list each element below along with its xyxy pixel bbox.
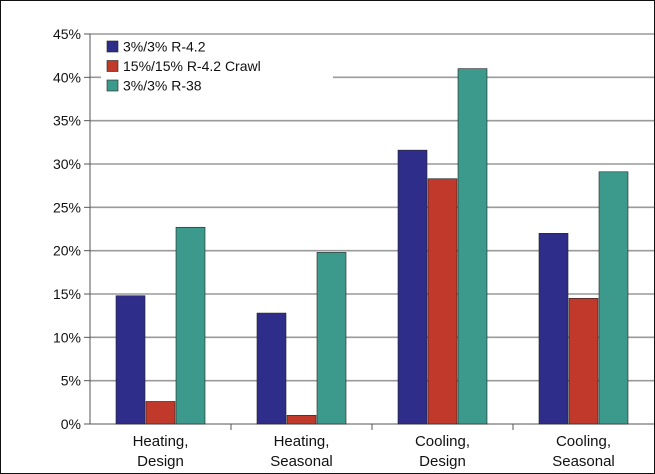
y-tick-label: 15% <box>53 286 81 302</box>
legend-label: 15%/15% R-4.2 Crawl <box>123 58 261 74</box>
y-tick-label: 10% <box>53 329 81 345</box>
axis-labels: 0% 5% 10% 15% 20% 25% 30% 35% 40% 45% Heating, Desi… <box>53 26 615 470</box>
y-tick-label: 5% <box>61 373 81 389</box>
x-tick-label: Seasonal <box>552 453 615 470</box>
x-tick-label: Design <box>137 453 184 470</box>
x-tick-label: Cooling, <box>556 433 611 450</box>
x-tick-label: Cooling, <box>415 433 470 450</box>
y-tick-label: 0% <box>61 416 81 432</box>
y-tick-label: 30% <box>53 156 81 172</box>
y-tick-label: 20% <box>53 243 81 259</box>
x-tick-label: Design <box>419 453 466 470</box>
bar <box>286 415 317 425</box>
y-tick-label: 40% <box>53 69 81 85</box>
bar <box>115 295 146 425</box>
y-tick-label: 35% <box>53 113 81 129</box>
bar <box>568 298 599 425</box>
bar <box>256 312 287 425</box>
bar <box>427 178 458 425</box>
legend-swatch <box>106 40 119 53</box>
bar <box>538 233 569 425</box>
y-tick-label: 25% <box>53 199 81 215</box>
bar <box>145 401 176 425</box>
legend-swatch <box>106 60 119 72</box>
legend-label: 3%/3% R-4.2 <box>123 39 206 55</box>
bar <box>397 149 428 425</box>
legend-label: 3%/3% R-38 <box>123 78 202 94</box>
bar <box>598 171 629 425</box>
y-tick-label: 45% <box>53 26 81 42</box>
legend: 3%/3% R-4.2 15%/15% R-4.2 Crawl 3%/3% R-38 <box>101 37 333 101</box>
bar <box>457 68 488 425</box>
bar <box>316 252 347 425</box>
bars <box>115 68 629 425</box>
x-tick-label: Heating, <box>133 433 189 450</box>
x-tick-label: Seasonal <box>270 453 333 470</box>
x-tick-label: Heating, <box>274 433 330 450</box>
legend-swatch <box>106 79 119 92</box>
bar <box>175 226 206 425</box>
legend-background <box>101 37 333 101</box>
